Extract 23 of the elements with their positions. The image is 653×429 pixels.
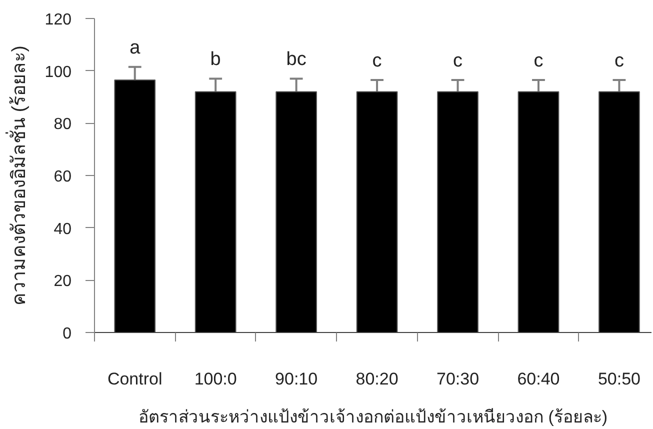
- x-tick-label: Control: [107, 370, 162, 388]
- annotation: c: [372, 50, 382, 72]
- annotation: bc: [286, 49, 306, 70]
- x-tick-label: 70:30: [436, 370, 480, 388]
- y-tick-label: 60: [54, 168, 72, 186]
- y-tick-label: 80: [54, 116, 72, 134]
- y-axis-title: ความคงตัวของอิมัลชั่น (ร้อยละ): [4, 46, 30, 306]
- y-tick-label: 100: [44, 64, 72, 81]
- y-tick-label: 0: [62, 326, 72, 342]
- y-tick-label: 120: [44, 12, 72, 28]
- y-tick-label: 20: [54, 273, 72, 290]
- x-axis-title: อัตราส่วนระหว่างแป้งข้าวเจ้างอกต่อแป้งข้าวเหนียวงอก (ร้อยละ): [138, 408, 608, 426]
- y-tick-label: 40: [54, 220, 72, 238]
- annotation: a: [130, 37, 141, 58]
- x-tick-label: 60:40: [517, 370, 560, 388]
- x-tick-label: 100:0: [194, 370, 237, 388]
- annotation: c: [453, 50, 463, 72]
- x-tick-label: 80:20: [356, 370, 398, 388]
- x-tick-label: 50:50: [598, 370, 640, 388]
- annotation: c: [534, 50, 544, 72]
- x-tick-label: 90:10: [275, 370, 318, 388]
- annotation: c: [614, 50, 624, 72]
- annotation: b: [210, 49, 221, 70]
